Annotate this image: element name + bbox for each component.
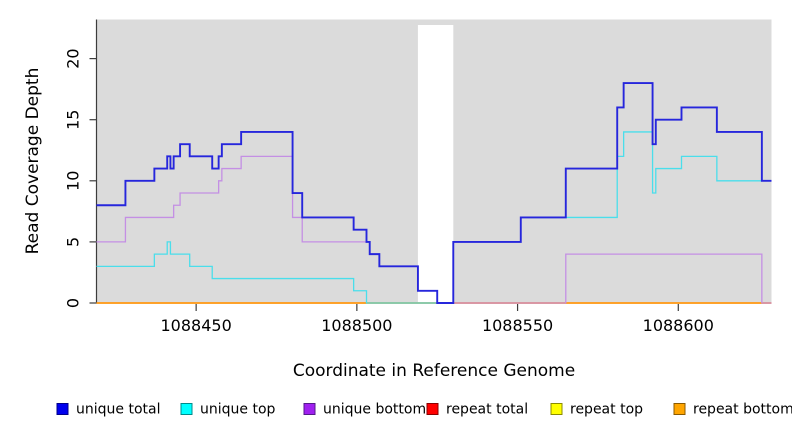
y-tick-label: 0 xyxy=(64,298,83,308)
coverage-gap xyxy=(417,25,454,303)
legend-swatch-repeat-top xyxy=(550,403,563,415)
y-tick-label: 15 xyxy=(64,110,83,130)
y-tick-label: 20 xyxy=(64,48,83,68)
legend-label: unique total xyxy=(76,402,160,418)
legend-item-unique-bottom: unique bottom xyxy=(303,402,426,418)
y-axis-label: Read Coverage Depth xyxy=(23,67,43,255)
legend-label: unique top xyxy=(200,402,276,418)
series-unique-total-line xyxy=(96,82,772,304)
legend-label: unique bottom xyxy=(323,402,426,418)
y-tick-label: 10 xyxy=(64,171,83,191)
series-unique-bottom-line xyxy=(96,155,772,304)
legend-swatch-unique-total xyxy=(56,403,69,415)
legend-item-repeat-total: repeat total xyxy=(426,402,528,418)
legend-item-unique-top: unique top xyxy=(180,402,276,418)
legend-item-repeat-bottom: repeat bottom xyxy=(673,402,792,418)
y-tick-label: 5 xyxy=(64,237,83,247)
x-tick-label: 1088500 xyxy=(321,316,392,335)
x-tick-label: 1088550 xyxy=(482,316,553,335)
legend-label: repeat bottom xyxy=(693,402,792,418)
x-tick-label: 1088600 xyxy=(643,316,714,335)
legend-item-unique-total: unique total xyxy=(56,402,160,418)
legend-swatch-unique-bottom xyxy=(303,403,316,415)
x-tick-label: 1088450 xyxy=(161,316,232,335)
legend-label: repeat total xyxy=(446,402,528,418)
legend-swatch-repeat-bottom xyxy=(673,403,686,415)
legend-item-repeat-top: repeat top xyxy=(550,402,643,418)
legend-swatch-repeat-total xyxy=(426,403,439,415)
legend-label: repeat top xyxy=(570,402,643,418)
x-axis-label: Coordinate in Reference Genome xyxy=(292,361,576,381)
legend-swatch-unique-top xyxy=(180,403,193,415)
